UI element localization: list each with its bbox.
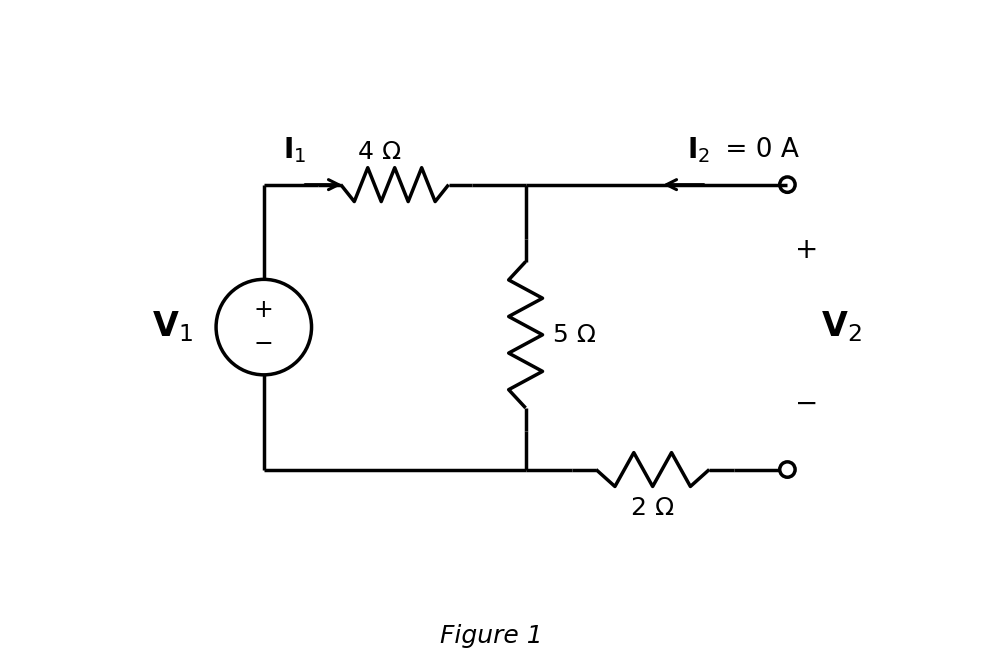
Text: $\mathbf{I}_1$: $\mathbf{I}_1$: [283, 135, 306, 165]
Text: $\mathbf{V}_2$: $\mathbf{V}_2$: [821, 310, 861, 344]
Text: 2 Ω: 2 Ω: [631, 496, 675, 520]
Text: 4 Ω: 4 Ω: [357, 141, 401, 165]
Text: −: −: [795, 390, 818, 418]
Text: $\mathbf{V}_1$: $\mathbf{V}_1$: [152, 310, 193, 344]
Text: = 0 A: = 0 A: [717, 137, 798, 163]
Text: Figure 1: Figure 1: [440, 624, 542, 648]
Text: $\mathbf{I}_2$: $\mathbf{I}_2$: [687, 135, 710, 165]
Text: +: +: [254, 298, 274, 322]
Text: 5 Ω: 5 Ω: [553, 323, 595, 347]
Text: −: −: [254, 332, 274, 356]
Text: +: +: [795, 236, 818, 264]
